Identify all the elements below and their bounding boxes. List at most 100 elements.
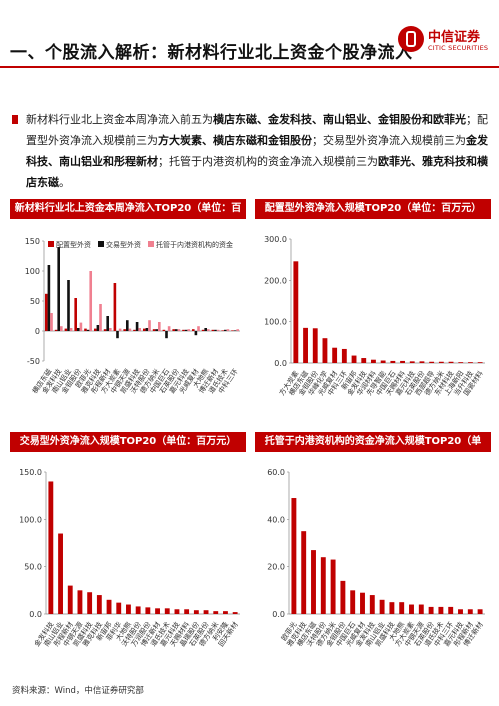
bar [213,611,219,614]
bar [458,609,463,614]
bar [58,533,63,614]
bar [351,355,357,363]
bar [106,316,109,331]
bar [123,329,126,331]
summary-highlight: 欧菲光、雅克科技和横店东磁 [26,155,488,189]
bar [165,331,168,339]
bar [50,313,53,331]
bar [216,329,220,331]
bar [311,550,316,614]
summary-highlight: 金发科技、南山铝业和彤程新材 [26,134,488,168]
bar [89,271,93,331]
y-tick-label: -50 [27,357,40,366]
bar [330,559,336,614]
legend-label: 配置型外资 [56,240,91,249]
bar [193,610,199,614]
bar [174,609,180,614]
source-note: 资料来源：Wind，中信证券研究部 [12,686,144,696]
bar [103,329,107,331]
bar [96,595,102,614]
bar [87,592,93,614]
bar [67,280,70,331]
bar [191,329,195,331]
y-tick-label: 150.0 [19,468,42,477]
bar [60,326,63,331]
bar [57,247,60,331]
chart-panel-trading: 交易型外资净流入规模TOP20（单位：百万元） 150.0 100.0 50.0 0.… [10,432,246,680]
chart-net-inflow: 150100500-50横店东磁金发科技南山铝业金钼股份欧菲光雅克科技彤程新材方… [25,237,240,395]
bar [74,298,77,331]
bar [79,322,83,331]
bar [380,360,386,363]
bar [155,608,160,614]
bar [221,330,224,331]
summary-segment: ；配置型外资净流入规模前三为 [26,113,488,147]
bar [477,609,483,614]
y-tick-label: 60.0 [267,468,285,477]
title-divider [0,66,499,68]
bar [67,585,73,614]
bar [99,304,102,331]
bar [409,604,414,614]
bar [184,609,190,614]
bar [135,606,141,614]
bar [468,362,473,363]
bar [233,330,237,331]
bar [429,361,435,363]
bar [371,359,376,363]
bar [341,348,347,363]
bar [320,557,326,614]
bar [96,325,100,331]
y-tick-label: 0.0 [272,610,285,619]
bar [44,293,48,331]
bar [322,338,328,363]
chart-panel-custody: 托管于内港资机构的资金净流入规模TOP20（单位：百万元） 60.0 40.0 20… [255,432,491,680]
summary-segment: 新材料行业北上资金本周净流入前五为 [26,113,213,126]
bar [187,329,191,331]
chart-trading: 150.0100.050.00.0金发科技南山铝业彤程新材中钢天源凯盛科技雅克科… [19,468,240,648]
bar [116,331,119,339]
bar [223,611,228,614]
bar [142,328,146,331]
bar [77,590,83,614]
bar [477,362,483,363]
bar [350,590,356,614]
chart-panel-allocation: 配置型外资净流入规模TOP20（单位：百万元） 300.0 200.0 100.0 0… [255,199,491,421]
bar [172,329,175,331]
bar [419,361,425,363]
bar [232,612,238,614]
bar [184,329,188,331]
y-tick-label: 300.0 [264,235,287,244]
legend-swatch [148,241,154,247]
bar [167,326,171,331]
bar [54,329,58,331]
bar [418,604,424,614]
bar [182,329,185,331]
legend-swatch [98,241,104,247]
chart-title: 配置型外资净流入规模TOP20（单位：百万元） [255,199,491,219]
bar [399,602,405,614]
logo-cn-text: 中信证券 [428,30,481,45]
bar [448,606,454,614]
bar [361,358,367,363]
summary-text: 新材料行业北上资金本周净流入前五为横店东磁、金发科技、南山铝业、金钼股份和欧菲光… [12,109,490,193]
bar [467,609,473,614]
summary-highlight: 横店东磁、金发科技、南山铝业、金钼股份和欧菲光 [213,113,466,126]
bar [231,330,234,331]
bar [226,329,230,331]
bar [125,320,129,331]
bar [301,531,307,614]
chart-allocation: 300.0200.0100.00.0方大炭素横店东磁金钼股份华峰化学光威复材中科… [264,235,485,397]
y-tick-label: 100.0 [264,318,287,327]
legend-label: 托管于内港资机构的资金 [156,240,233,249]
bar [84,328,87,331]
bar [207,329,210,331]
bar [145,328,149,331]
logo-en-text: CITIC SECURITIES [428,44,489,52]
citic-logo: 中信证券 CITIC SECURITIES [398,24,490,64]
bar [236,329,240,331]
bar [203,610,209,614]
bar [93,328,97,331]
bar [332,347,338,363]
bar [428,606,434,614]
